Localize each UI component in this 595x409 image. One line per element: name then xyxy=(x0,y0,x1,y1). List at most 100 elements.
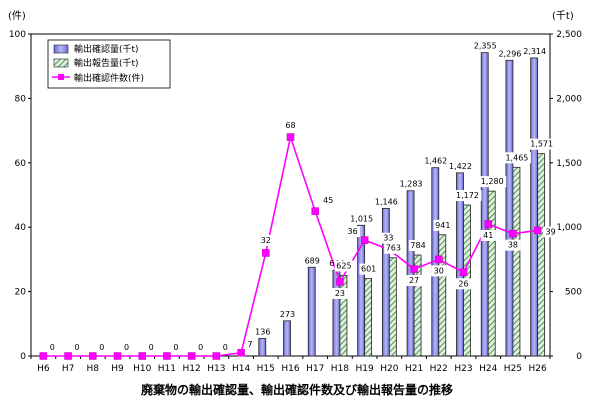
data-label-box xyxy=(345,226,361,238)
x-tick-label: H17 xyxy=(306,364,324,374)
data-label-box xyxy=(334,260,354,272)
data-label-box xyxy=(502,152,531,164)
legend-marker-confirm-count xyxy=(58,74,64,80)
x-tick-label: H6 xyxy=(37,364,50,374)
x-tick-label: H11 xyxy=(158,364,176,374)
data-label-box xyxy=(359,263,378,275)
legend-swatch-confirm-amount xyxy=(53,44,69,54)
x-tick-label: H23 xyxy=(454,364,472,374)
bar-report-amount xyxy=(339,275,348,357)
x-tick-label: H15 xyxy=(257,364,275,374)
legend-swatch-report-amount xyxy=(53,58,69,68)
bar-report-amount xyxy=(438,234,447,357)
point-confirm-count xyxy=(262,249,270,257)
y-right-tick-label: 1,500 xyxy=(556,159,582,169)
point-confirm-count xyxy=(163,352,171,360)
x-tick-label: H25 xyxy=(504,364,522,374)
data-label-small: 7 xyxy=(248,340,253,349)
bar-confirm-amount xyxy=(307,266,316,357)
data-label-box xyxy=(505,239,521,251)
bar-report-amount xyxy=(487,190,496,357)
data-label-confirm-count: 45 xyxy=(323,196,333,205)
data-label-box xyxy=(431,265,447,277)
point-confirm-count xyxy=(336,278,344,286)
y-axis-left-label: (件) xyxy=(8,10,26,22)
data-label-small: 0 xyxy=(124,343,129,352)
data-label-confirm-count: 23 xyxy=(335,289,345,298)
data-label-box xyxy=(408,240,428,252)
x-tick-label: H13 xyxy=(207,364,225,374)
y-right-tick-label: 1,000 xyxy=(556,223,582,233)
data-label-report-amount: 784 xyxy=(410,241,425,250)
data-label-confirm-amount: 1,283 xyxy=(400,180,423,189)
data-label-report-amount: 625 xyxy=(336,262,351,271)
data-label-box xyxy=(283,120,298,132)
x-tick-label: H8 xyxy=(87,364,100,374)
bar-confirm-amount xyxy=(505,59,514,357)
data-label-box xyxy=(406,275,422,287)
data-label-confirm-count: 41 xyxy=(483,231,493,240)
bar-report-amount xyxy=(388,257,397,357)
legend-label-report-amount: 輸出報告量(千t) xyxy=(74,57,139,69)
y-right-tick-label: 2,500 xyxy=(556,30,582,40)
point-confirm-count xyxy=(89,352,97,360)
data-label-confirm-count: 27 xyxy=(409,276,419,285)
point-confirm-count xyxy=(509,229,517,238)
x-tick-label: H19 xyxy=(356,364,374,374)
bar-report-amount xyxy=(364,278,373,357)
data-label-small: 0 xyxy=(223,343,228,352)
point-confirm-count xyxy=(64,352,72,360)
data-label-confirm-amount: 2,314 xyxy=(523,47,546,56)
data-label-confirm-count: 30 xyxy=(434,266,444,275)
data-label-small: 0 xyxy=(149,343,154,352)
data-label-confirm-amount: 1,015 xyxy=(350,214,373,223)
data-label-confirm-amount: 1,422 xyxy=(449,162,472,171)
bar-confirm-amount xyxy=(381,207,390,357)
x-tick-label: H21 xyxy=(405,364,423,374)
x-tick-label: H7 xyxy=(62,364,75,374)
bar-confirm-amount xyxy=(406,190,415,357)
x-tick-label: H24 xyxy=(479,364,497,374)
data-label-box xyxy=(456,278,471,290)
data-label-confirm-amount: 273 xyxy=(280,310,295,319)
point-confirm-count xyxy=(286,133,295,141)
y-left-tick-label: 100 xyxy=(9,30,26,40)
point-confirm-count xyxy=(459,268,468,277)
point-confirm-count xyxy=(138,352,146,360)
data-label-box xyxy=(478,176,507,188)
data-label-box xyxy=(320,195,336,207)
data-label-report-amount: 1,280 xyxy=(481,177,504,186)
y-left-tick-label: 80 xyxy=(15,94,27,104)
y-right-tick-label: 0 xyxy=(576,352,582,362)
legend-box xyxy=(47,39,171,89)
data-label-report-amount: 601 xyxy=(361,265,376,274)
point-confirm-count xyxy=(311,207,319,215)
data-label-small: 0 xyxy=(75,343,80,352)
data-label-confirm-amount: 2,296 xyxy=(498,49,521,58)
bar-confirm-amount xyxy=(258,338,267,357)
bar-confirm-amount xyxy=(480,52,489,357)
x-tick-label: H16 xyxy=(281,364,299,374)
data-label-box xyxy=(332,287,348,299)
point-confirm-count xyxy=(237,349,245,357)
data-label-report-amount: 1,172 xyxy=(456,191,479,200)
y-left-tick-label: 20 xyxy=(15,288,27,298)
data-label-confirm-count: 39 xyxy=(546,227,556,236)
x-tick-label: H22 xyxy=(430,364,448,374)
data-label-box xyxy=(384,242,403,254)
y-left-tick-label: 40 xyxy=(15,223,27,233)
point-confirm-count xyxy=(410,265,418,273)
chart-title: 廃棄物の輸出確認量、輸出確認件数及び輸出報告量の推移 xyxy=(141,382,453,397)
legend-label-confirm-amount: 輸出確認量(千t) xyxy=(74,43,139,55)
point-confirm-count xyxy=(39,352,48,360)
x-tick-label: H20 xyxy=(380,364,398,374)
data-label-box xyxy=(380,232,396,244)
data-label-box xyxy=(543,226,559,238)
data-label-small: 0 xyxy=(50,343,55,352)
bar-report-amount xyxy=(413,254,422,357)
bar-report-amount xyxy=(537,153,546,357)
data-label-confirm-count: 38 xyxy=(508,241,518,250)
x-tick-label: H14 xyxy=(232,364,250,374)
